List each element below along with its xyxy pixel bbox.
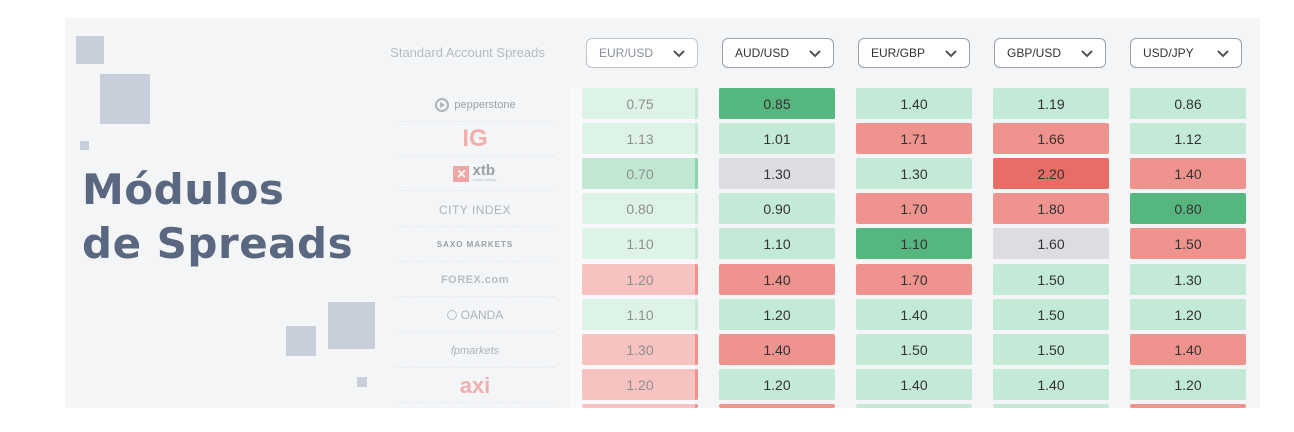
spread-cell: 1.40 xyxy=(719,334,835,365)
spread-cell: 1.20 xyxy=(1130,369,1246,400)
broker-logo-pepperstone: pepperstone xyxy=(395,88,555,122)
spread-cell-partial xyxy=(719,404,835,408)
broker-name: OANDA xyxy=(460,307,504,322)
broker-logo-fpmarkets: fpmarkets xyxy=(395,334,555,368)
spread-cell: 1.66 xyxy=(993,123,1109,154)
pair-select-label: AUD/USD xyxy=(735,46,790,60)
spread-cell: 1.20 xyxy=(1130,299,1246,330)
spread-cell: 1.30 xyxy=(582,334,698,365)
broker-name: pepperstone xyxy=(454,98,516,111)
spread-cell: 1.50 xyxy=(993,299,1109,330)
deco-square xyxy=(80,141,89,150)
spread-cell: 1.71 xyxy=(856,123,972,154)
chevron-down-icon xyxy=(945,50,957,58)
pair-select-label: USD/JPY xyxy=(1143,46,1194,60)
spread-cell: 1.50 xyxy=(993,264,1109,295)
broker-logo-oanda: OANDA xyxy=(395,298,555,332)
broker-subtitle: online trading xyxy=(472,176,497,182)
pair-select-label: EUR/USD xyxy=(599,46,654,60)
spread-cell: 1.10 xyxy=(582,228,698,259)
spread-cell: 0.80 xyxy=(1130,193,1246,224)
spread-cell: 1.12 xyxy=(1130,123,1246,154)
title-line-2: de Spreads xyxy=(82,219,354,268)
spread-cell: 0.86 xyxy=(1130,88,1246,119)
spread-cell-partial xyxy=(582,404,698,408)
deco-square xyxy=(76,36,104,64)
pair-select-eurgbp[interactable]: EUR/GBP xyxy=(858,38,970,68)
pair-select-usdjpy[interactable]: USD/JPY xyxy=(1130,38,1242,68)
broker-logo-axi: axi xyxy=(395,369,555,403)
pair-select-audusd[interactable]: AUD/USD xyxy=(722,38,834,68)
pair-select-label: GBP/USD xyxy=(1007,46,1062,60)
deco-square xyxy=(100,74,150,124)
spread-cell: 1.20 xyxy=(582,369,698,400)
spread-cell: 0.90 xyxy=(719,193,835,224)
deco-square xyxy=(328,302,375,349)
broker-logo-ig: IG xyxy=(395,122,555,156)
spread-cell: 0.85 xyxy=(719,88,835,119)
broker-logo-cityindex: CITY INDEX xyxy=(395,193,555,227)
broker-name: FOREX.com xyxy=(440,273,510,286)
spread-cell: 1.10 xyxy=(719,228,835,259)
broker-name: xtb xyxy=(472,161,495,179)
spread-cell: 1.50 xyxy=(993,334,1109,365)
page-title: Módulos de Spreads xyxy=(82,163,353,271)
spread-cell: 1.50 xyxy=(856,334,972,365)
spread-cell: 2.20 xyxy=(993,158,1109,189)
pepperstone-icon xyxy=(435,97,450,112)
spread-cell: 1.30 xyxy=(856,158,972,189)
spread-cell: 1.40 xyxy=(719,264,835,295)
spread-cell-partial xyxy=(856,404,972,408)
broker-name: IG xyxy=(462,124,488,152)
spread-cell: 1.20 xyxy=(719,369,835,400)
spread-cell: 1.19 xyxy=(993,88,1109,119)
pair-select-eurusd[interactable]: EUR/USD xyxy=(586,38,698,68)
spread-cell: 1.10 xyxy=(582,299,698,330)
broker-name: CITY INDEX xyxy=(438,202,512,217)
spread-cell: 1.40 xyxy=(856,369,972,400)
broker-name: SAXO MARKETS xyxy=(436,240,514,249)
broker-logo-forex: FOREX.com xyxy=(395,263,555,297)
spread-cell: 1.40 xyxy=(1130,158,1246,189)
chevron-down-icon xyxy=(1081,50,1093,58)
broker-logo-saxo: SAXO MARKETS xyxy=(395,228,555,262)
spread-cell: 1.30 xyxy=(719,158,835,189)
pair-select-gbpusd[interactable]: GBP/USD xyxy=(994,38,1106,68)
spread-cell: 1.10 xyxy=(856,228,972,259)
title-line-1: Módulos xyxy=(82,165,285,214)
deco-square xyxy=(357,377,367,387)
oanda-icon xyxy=(446,309,457,320)
spread-cell: 1.70 xyxy=(856,193,972,224)
spread-cell: 1.40 xyxy=(856,299,972,330)
spread-cell: 0.70 xyxy=(582,158,698,189)
spread-cell: 1.70 xyxy=(856,264,972,295)
spread-cell: 1.60 xyxy=(993,228,1109,259)
pair-select-label: EUR/GBP xyxy=(871,46,926,60)
chevron-down-icon xyxy=(809,50,821,58)
broker-logo-xtb: ✕ xtb online trading xyxy=(395,157,555,191)
spread-cell: 1.50 xyxy=(1130,228,1246,259)
spread-cell: 1.20 xyxy=(582,264,698,295)
chevron-down-icon xyxy=(673,50,685,58)
spread-cell: 1.13 xyxy=(582,123,698,154)
broker-name: fpmarkets xyxy=(450,344,500,357)
spread-cell: 1.30 xyxy=(1130,264,1246,295)
spread-cell: 1.40 xyxy=(1130,334,1246,365)
spread-cell-partial xyxy=(993,404,1109,408)
spread-cell-partial xyxy=(1130,404,1246,408)
spread-cell: 1.01 xyxy=(719,123,835,154)
broker-name: axi xyxy=(459,372,491,398)
deco-square xyxy=(286,326,316,356)
spread-cell: 1.20 xyxy=(719,299,835,330)
xtb-icon: ✕ xyxy=(453,165,470,182)
spread-cell: 1.80 xyxy=(993,193,1109,224)
spread-cell: 0.80 xyxy=(582,193,698,224)
spread-cell: 1.40 xyxy=(856,88,972,119)
table-header-label: Standard Account Spreads xyxy=(390,45,545,60)
spread-cell: 1.40 xyxy=(993,369,1109,400)
spread-cell: 0.75 xyxy=(582,88,698,119)
chevron-down-icon xyxy=(1217,50,1229,58)
